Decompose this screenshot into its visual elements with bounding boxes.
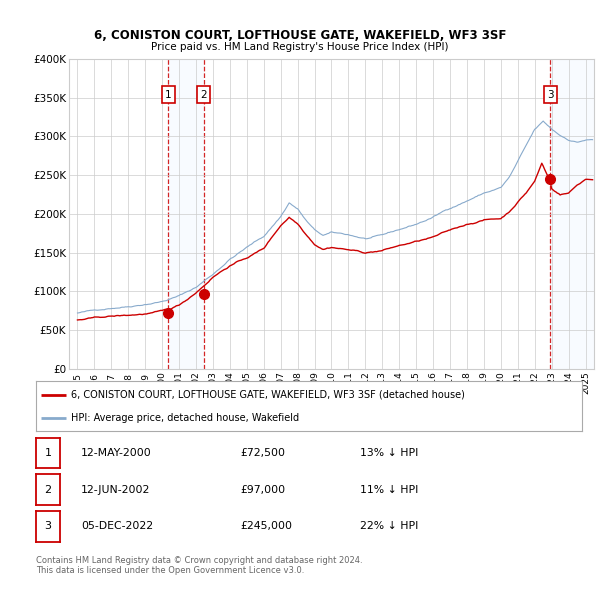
Text: 2: 2	[200, 90, 207, 100]
Text: 3: 3	[44, 522, 52, 531]
Text: Price paid vs. HM Land Registry's House Price Index (HPI): Price paid vs. HM Land Registry's House …	[151, 42, 449, 52]
Text: 12-JUN-2002: 12-JUN-2002	[81, 485, 151, 494]
Text: 05-DEC-2022: 05-DEC-2022	[81, 522, 153, 531]
Bar	[168, 59, 203, 369]
Text: 1: 1	[165, 90, 172, 100]
Text: £72,500: £72,500	[240, 448, 285, 458]
Text: 12-MAY-2000: 12-MAY-2000	[81, 448, 152, 458]
Text: 2: 2	[44, 485, 52, 494]
Text: 1: 1	[44, 448, 52, 458]
Text: Contains HM Land Registry data © Crown copyright and database right 2024.
This d: Contains HM Land Registry data © Crown c…	[36, 556, 362, 575]
Bar	[550, 59, 594, 369]
Text: £245,000: £245,000	[240, 522, 292, 531]
Text: 13% ↓ HPI: 13% ↓ HPI	[360, 448, 418, 458]
Text: 11% ↓ HPI: 11% ↓ HPI	[360, 485, 418, 494]
Text: 6, CONISTON COURT, LOFTHOUSE GATE, WAKEFIELD, WF3 3SF: 6, CONISTON COURT, LOFTHOUSE GATE, WAKEF…	[94, 29, 506, 42]
Text: 6, CONISTON COURT, LOFTHOUSE GATE, WAKEFIELD, WF3 3SF (detached house): 6, CONISTON COURT, LOFTHOUSE GATE, WAKEF…	[71, 389, 466, 399]
Text: HPI: Average price, detached house, Wakefield: HPI: Average price, detached house, Wake…	[71, 413, 299, 423]
Text: 3: 3	[547, 90, 554, 100]
Text: £97,000: £97,000	[240, 485, 285, 494]
Text: 22% ↓ HPI: 22% ↓ HPI	[360, 522, 418, 531]
